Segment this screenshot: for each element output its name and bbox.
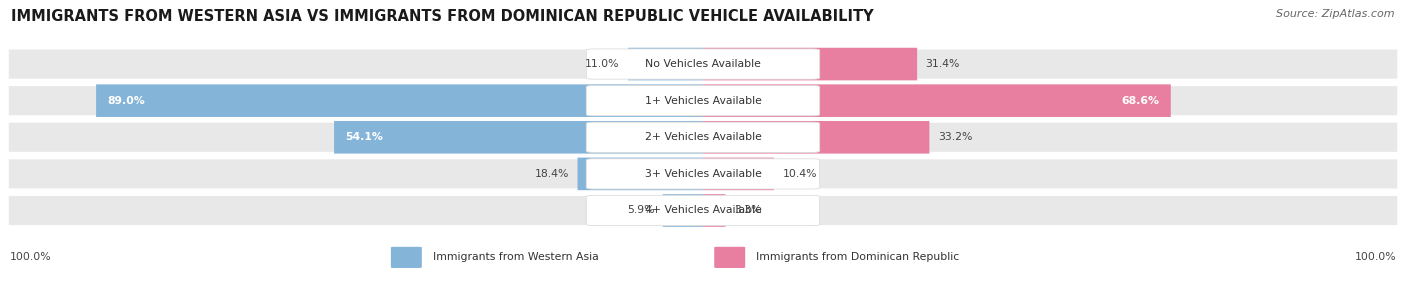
FancyBboxPatch shape [703, 158, 773, 190]
Text: 3.3%: 3.3% [734, 206, 762, 215]
FancyBboxPatch shape [703, 84, 1171, 117]
FancyBboxPatch shape [7, 121, 1399, 154]
FancyBboxPatch shape [96, 84, 703, 117]
FancyBboxPatch shape [391, 247, 422, 268]
Text: 31.4%: 31.4% [925, 59, 960, 69]
Text: Source: ZipAtlas.com: Source: ZipAtlas.com [1277, 9, 1395, 19]
FancyBboxPatch shape [703, 121, 929, 154]
Text: 68.6%: 68.6% [1122, 96, 1160, 106]
FancyBboxPatch shape [586, 195, 820, 226]
FancyBboxPatch shape [7, 158, 1399, 190]
FancyBboxPatch shape [7, 84, 1399, 117]
Text: 10.4%: 10.4% [782, 169, 817, 179]
Text: IMMIGRANTS FROM WESTERN ASIA VS IMMIGRANTS FROM DOMINICAN REPUBLIC VEHICLE AVAIL: IMMIGRANTS FROM WESTERN ASIA VS IMMIGRAN… [11, 9, 875, 23]
FancyBboxPatch shape [714, 247, 745, 268]
FancyBboxPatch shape [7, 48, 1399, 80]
FancyBboxPatch shape [7, 194, 1399, 227]
FancyBboxPatch shape [628, 48, 703, 80]
Text: 4+ Vehicles Available: 4+ Vehicles Available [644, 206, 762, 215]
Text: No Vehicles Available: No Vehicles Available [645, 59, 761, 69]
Text: 5.9%: 5.9% [627, 206, 654, 215]
FancyBboxPatch shape [703, 48, 917, 80]
FancyBboxPatch shape [662, 194, 703, 227]
Text: 2+ Vehicles Available: 2+ Vehicles Available [644, 132, 762, 142]
Text: 33.2%: 33.2% [938, 132, 972, 142]
Text: 100.0%: 100.0% [10, 253, 52, 262]
FancyBboxPatch shape [586, 86, 820, 116]
Text: 89.0%: 89.0% [107, 96, 145, 106]
FancyBboxPatch shape [703, 194, 725, 227]
FancyBboxPatch shape [586, 122, 820, 152]
Text: 1+ Vehicles Available: 1+ Vehicles Available [644, 96, 762, 106]
Text: 100.0%: 100.0% [1354, 253, 1396, 262]
Text: 3+ Vehicles Available: 3+ Vehicles Available [644, 169, 762, 179]
Text: Immigrants from Western Asia: Immigrants from Western Asia [433, 253, 599, 262]
Text: 11.0%: 11.0% [585, 59, 620, 69]
FancyBboxPatch shape [578, 158, 703, 190]
FancyBboxPatch shape [586, 49, 820, 79]
Text: 18.4%: 18.4% [534, 169, 569, 179]
Text: 54.1%: 54.1% [346, 132, 384, 142]
Text: Immigrants from Dominican Republic: Immigrants from Dominican Republic [756, 253, 960, 262]
FancyBboxPatch shape [335, 121, 703, 154]
FancyBboxPatch shape [586, 159, 820, 189]
